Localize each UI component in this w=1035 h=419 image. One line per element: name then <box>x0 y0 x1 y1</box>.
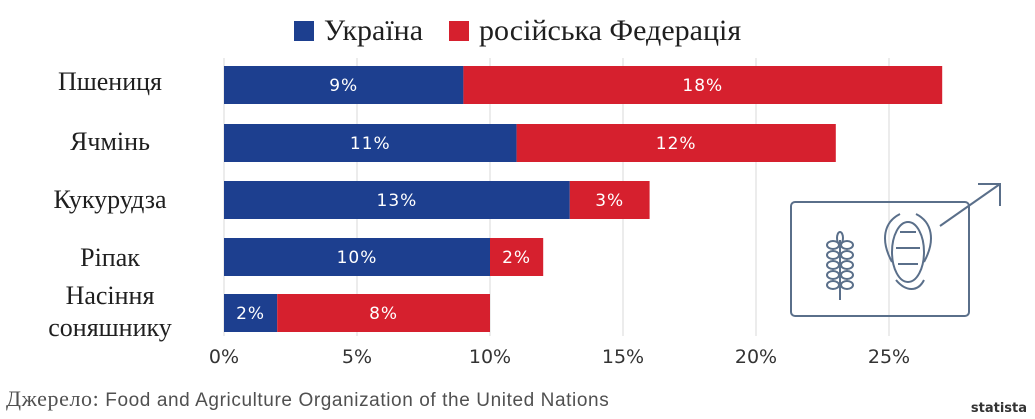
bar-russia <box>277 294 490 332</box>
data-label: 10% <box>337 248 378 268</box>
bar-russia <box>569 181 650 219</box>
x-tick-label: 15% <box>602 346 644 368</box>
category-label: Ячмінь <box>70 127 150 156</box>
x-tick-label: 10% <box>469 346 511 368</box>
data-label: 8% <box>369 304 398 324</box>
grain-export-icon <box>790 183 1001 317</box>
bar-ukraine <box>224 66 464 104</box>
category-label: Кукурудза <box>53 185 166 214</box>
data-label: 9% <box>329 76 358 96</box>
data-label: 2% <box>236 304 265 324</box>
category-label: Насіння <box>66 281 155 310</box>
source-note: Джерело: Food and Agriculture Organizati… <box>6 386 609 412</box>
legend-swatch-russia <box>449 21 470 41</box>
x-tick-label: 0% <box>209 346 239 368</box>
bar-russia <box>516 124 836 162</box>
bar-ukraine <box>224 181 570 219</box>
source-text: Food and Agriculture Organization of the… <box>105 390 610 411</box>
bar-russia <box>463 66 943 104</box>
data-label: 12% <box>656 134 697 154</box>
data-label: 3% <box>595 191 624 211</box>
bar-ukraine <box>224 124 517 162</box>
category-label: Ріпак <box>80 243 140 272</box>
brand-logo: statista <box>970 401 1027 416</box>
legend-item-russia: російська Федерація <box>449 14 741 48</box>
category-label: соняшнику <box>48 313 172 342</box>
legend: Україна російська Федерація <box>0 14 1035 48</box>
legend-label-ukraine: Україна <box>323 14 424 47</box>
data-label: 11% <box>350 134 391 154</box>
bar-ukraine <box>224 294 278 332</box>
data-label: 2% <box>502 248 531 268</box>
source-lead: Джерело: <box>6 386 100 411</box>
category-label: Пшениця <box>58 67 162 96</box>
data-label: 18% <box>682 76 723 96</box>
x-tick-label: 20% <box>735 346 777 368</box>
legend-swatch-ukraine <box>293 21 314 41</box>
x-tick-label: 25% <box>868 346 910 368</box>
legend-item-ukraine: Україна <box>293 14 424 48</box>
bar-ukraine <box>224 238 490 276</box>
bar-russia <box>490 238 544 276</box>
data-label: 13% <box>377 191 418 211</box>
x-tick-label: 5% <box>342 346 372 368</box>
legend-label-russia: російська Федерація <box>479 14 742 47</box>
